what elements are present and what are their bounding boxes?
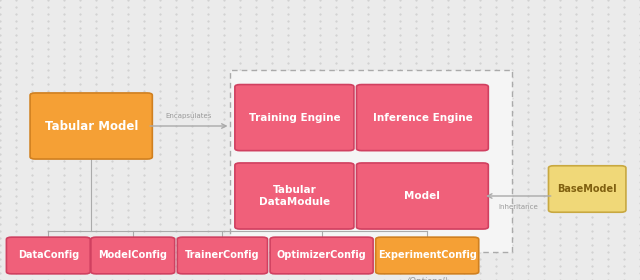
FancyBboxPatch shape — [270, 237, 373, 274]
FancyBboxPatch shape — [548, 166, 626, 212]
FancyBboxPatch shape — [91, 237, 175, 274]
Text: OptimizerConfig: OptimizerConfig — [276, 251, 367, 260]
Text: BaseModel: BaseModel — [557, 184, 617, 194]
Text: Model: Model — [404, 191, 440, 201]
FancyBboxPatch shape — [235, 163, 354, 229]
Text: Tabular Model: Tabular Model — [45, 120, 138, 132]
Text: (Optional): (Optional) — [406, 277, 448, 280]
Text: ExperimentConfig: ExperimentConfig — [378, 251, 477, 260]
FancyBboxPatch shape — [6, 237, 90, 274]
FancyBboxPatch shape — [376, 237, 479, 274]
Text: Encapsulates: Encapsulates — [166, 113, 212, 119]
Text: DataConfig: DataConfig — [18, 251, 79, 260]
FancyBboxPatch shape — [356, 85, 488, 151]
Text: Inheritance: Inheritance — [499, 204, 538, 210]
Text: TrainerConfig: TrainerConfig — [185, 251, 260, 260]
FancyBboxPatch shape — [356, 163, 488, 229]
Text: ModelConfig: ModelConfig — [99, 251, 167, 260]
FancyBboxPatch shape — [235, 85, 354, 151]
Text: Tabular
DataModule: Tabular DataModule — [259, 185, 330, 207]
FancyBboxPatch shape — [30, 93, 152, 159]
Text: Inference Engine: Inference Engine — [372, 113, 472, 123]
FancyBboxPatch shape — [230, 70, 512, 252]
FancyBboxPatch shape — [177, 237, 268, 274]
Text: Training Engine: Training Engine — [248, 113, 340, 123]
